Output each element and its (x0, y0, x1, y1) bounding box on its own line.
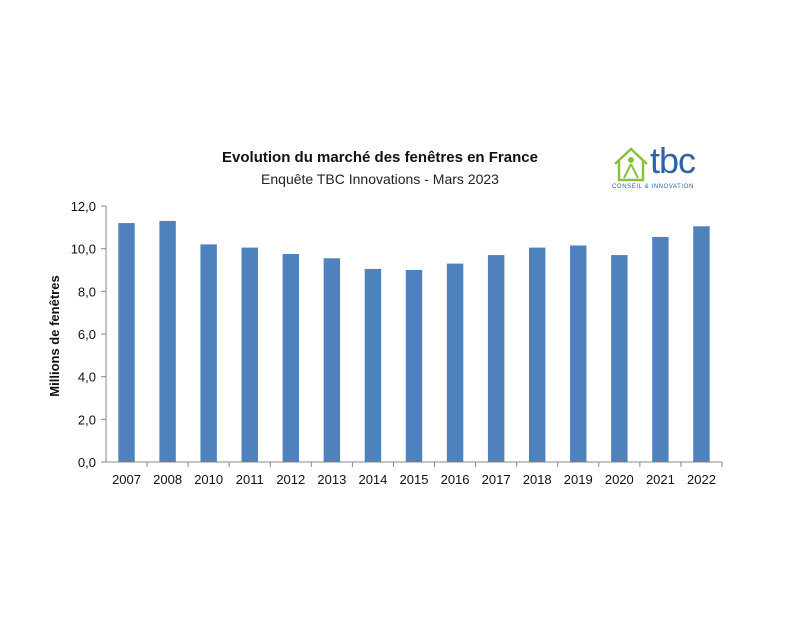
x-tick-label: 2014 (358, 472, 387, 487)
chart-title: Evolution du marché des fenêtres en Fran… (222, 149, 538, 166)
x-tick-label: 2021 (646, 472, 675, 487)
x-tick-label: 2017 (482, 472, 511, 487)
y-tick-label: 12,0 (71, 199, 96, 214)
bar-2012 (282, 254, 300, 462)
bar-2020 (611, 255, 628, 462)
bar-2014 (364, 268, 382, 462)
x-tick-label: 2008 (153, 472, 182, 487)
logo-text: tbc (650, 140, 696, 181)
y-tick-label: 2,0 (78, 412, 96, 427)
bar-2019 (570, 245, 587, 462)
bar-2008 (159, 220, 176, 462)
x-tick-label: 2012 (276, 472, 305, 487)
bar-2021 (652, 236, 669, 462)
x-tick-label: 2013 (317, 472, 346, 487)
bar-2013 (323, 258, 341, 462)
bar-2007 (118, 223, 135, 462)
house-person-icon (614, 147, 648, 182)
x-tick-label: 2007 (112, 472, 141, 487)
bar-2015 (405, 270, 423, 462)
y-tick-label: 0,0 (78, 455, 96, 470)
x-tick-label: 2020 (605, 472, 634, 487)
x-tick-label: 2022 (687, 472, 716, 487)
bar-2022 (693, 226, 710, 462)
y-tick-label: 4,0 (78, 370, 96, 385)
x-tick-label: 2010 (194, 472, 223, 487)
x-tick-label: 2018 (523, 472, 552, 487)
y-axis-title: Millions de fenêtres (47, 275, 62, 396)
bar-2016 (446, 263, 464, 462)
y-tick-label: 6,0 (78, 327, 96, 342)
bar-2011 (241, 247, 258, 462)
logo-tagline: CONSEIL & INNOVATION (612, 184, 694, 190)
x-tick-label: 2011 (236, 472, 264, 487)
chart-subtitle: Enquête TBC Innovations - Mars 2023 (261, 171, 499, 187)
x-tick-label: 2016 (441, 472, 470, 487)
x-tick-label: 2019 (564, 472, 593, 487)
y-tick-label: 8,0 (78, 284, 96, 299)
bar-2010 (200, 244, 217, 462)
bar-2017 (487, 255, 505, 462)
x-tick-label: 2015 (400, 472, 429, 487)
bar-2018 (528, 247, 546, 462)
y-tick-label: 10,0 (71, 242, 96, 257)
tbc-logo: tbc CONSEIL & INNOVATION (612, 140, 722, 192)
